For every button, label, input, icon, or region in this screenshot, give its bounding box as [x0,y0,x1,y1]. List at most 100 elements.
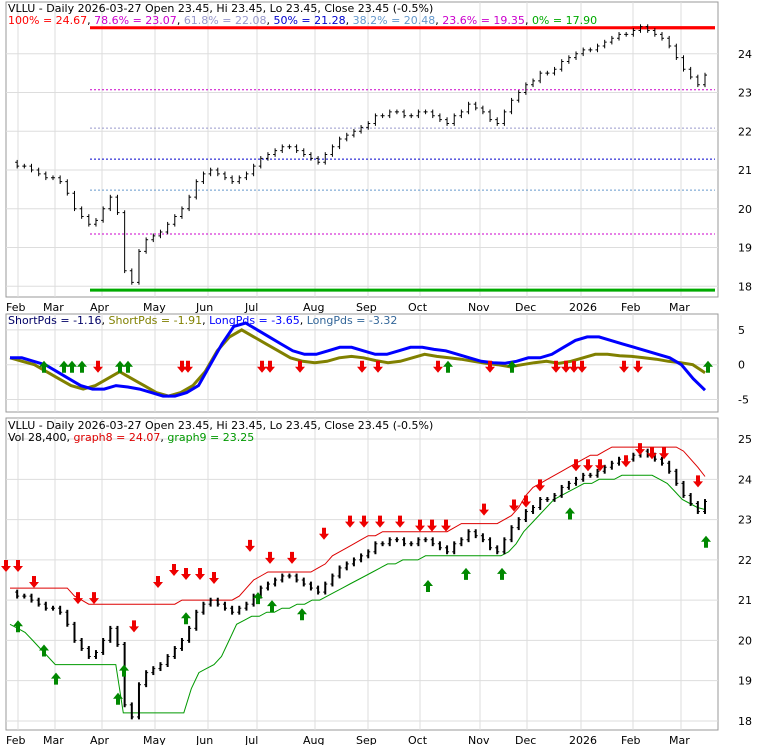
buy-arrow [443,360,453,373]
price-fib-frame [5,1,719,298]
long-pds-line [10,321,707,398]
sell-arrow [415,519,425,532]
sell-arrow [427,519,437,532]
price-fib-panel: 18 19 20 21 22 23 24 Feb Mar Apr May Jun Jul Aug Sep O… [5,1,752,314]
sell-arrow [265,360,275,373]
y-tick-label: 20 [738,634,752,647]
x-tick-label: Mar [669,301,690,314]
volume-legend: Vol 28,400, graph8 = 24.07, graph9 = 23.… [8,431,254,444]
x-tick-label: May [143,734,166,745]
sell-arrow [569,360,579,373]
y-tick-label: 23 [738,87,752,100]
sell-arrow [561,360,571,373]
buy-arrow [181,612,191,625]
sell-arrow [509,499,519,512]
x-tick-label: Mar [43,301,64,314]
x-tick-label: Nov [468,301,490,314]
price-volume-frame [5,417,719,731]
sell-arrow [647,447,657,460]
y-tick-label: 18 [738,715,752,728]
legend-entry: 50% = 21.28 [273,14,345,27]
buy-arrow [701,535,711,548]
x-tick-label: Jun [195,734,213,745]
x-tick-label: Aug [303,301,324,314]
sell-arrow [635,443,645,456]
sell-arrow [73,592,83,605]
buy-arrow [507,360,517,373]
sell-arrow [89,592,99,605]
legend-entry: graph8 = 24.07 [73,431,160,444]
y-tick-label: 18 [738,280,752,293]
x-tick-label: Jun [195,301,213,314]
sell-arrow [169,563,179,576]
buy-arrow [253,592,263,605]
sell-arrow [129,620,139,633]
sell-arrow [359,515,369,528]
x-tick-label: 2026 [569,734,597,745]
pds-oscillator-panel: -5 0 5 ShortPds = -1.16, ShortPds = -1.91,… [5,313,749,413]
x-tick-label: Sep [356,734,377,745]
x-tick-label: Mar [669,734,690,745]
y-tick-label: 22 [738,554,752,567]
x-tick-label: Jul [244,301,258,314]
buy-arrow [39,644,49,657]
x-tick-label: Feb [6,301,25,314]
short-pds-line [9,328,706,398]
graph8-line [10,446,706,605]
sell-arrow [13,559,23,572]
sell-arrow [153,576,163,589]
x-tick-label: 2026 [569,301,597,314]
buy-arrow [423,580,433,593]
sell-arrow [433,360,443,373]
legend-entry: graph9 = 23.25 [167,431,254,444]
sell-arrow [441,519,451,532]
sell-arrow [693,475,703,488]
buy-arrow [51,672,61,685]
sell-arrow [1,559,11,572]
legend-entry: 78.6% = 23.07 [94,14,177,27]
sell-arrow [535,479,545,492]
sell-arrow [357,360,367,373]
buy-arrow [67,360,77,373]
y-tick-label: 24 [738,473,752,486]
legend-entry: 61.8% = 22.08 [184,14,267,27]
sell-arrow [577,360,587,373]
sell-arrow [265,551,275,564]
sell-arrow [93,360,103,373]
y-tick-label: 0 [738,359,745,372]
pds-legend: ShortPds = -1.16, ShortPds = -1.91, Long… [8,314,397,327]
y-tick-label: -5 [738,394,749,407]
x-tick-label: Mar [43,734,64,745]
sell-arrow [659,447,669,460]
x-tick-label: Jul [244,734,258,745]
x-tick-label: Apr [90,301,110,314]
x-tick-label: Feb [621,734,640,745]
y-tick-label: 24 [738,48,752,61]
buy-arrow [565,507,575,520]
sell-arrow [183,360,193,373]
y-tick-label: 19 [738,242,752,255]
sell-arrow [595,459,605,472]
legend-entry: 0% = 17.90 [532,14,597,27]
buy-arrow [703,360,713,373]
fib-legend: 100% = 24.67, 78.6% = 23.07, 61.8% = 22.… [8,14,597,27]
buy-arrow [461,567,471,580]
price-volume-title: VLLU - Daily 2026-03-27 Open 23.45, Hi 2… [8,419,433,432]
price-volume-panel: 18 19 20 21 22 23 24 25 Feb Mar Apr May Jun Jul Aug Se… [1,417,752,747]
sell-arrow [295,360,305,373]
y-tick-label: 20 [738,203,752,216]
legend-entry: LongPds = -3.32 [307,314,398,327]
legend-entry: 38.2% = 20.48 [353,14,436,27]
sell-arrow [29,576,39,589]
buy-arrow [113,692,123,705]
sell-arrow [521,495,531,508]
legend-entry: 100% = 24.67 [8,14,87,27]
buy-arrow [123,360,133,373]
buy-arrow [13,620,23,633]
sell-arrow [345,515,355,528]
buy-arrow [115,360,125,373]
x-tick-label: Feb [6,734,25,745]
buy-arrow [267,600,277,613]
